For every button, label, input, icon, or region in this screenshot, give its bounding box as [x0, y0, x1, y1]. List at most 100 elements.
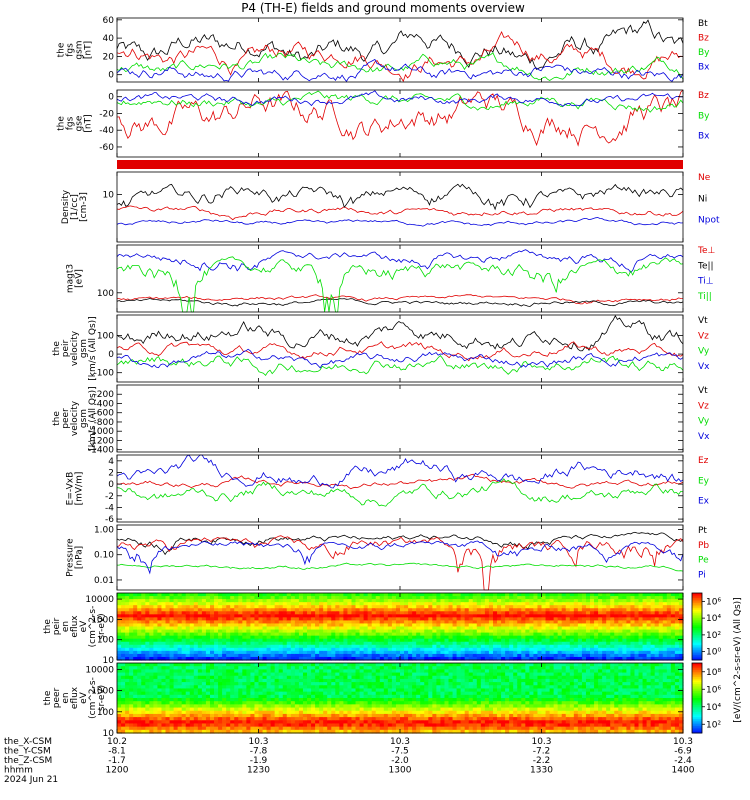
heatmap-cell: [412, 593, 417, 597]
heatmap-cell: [315, 707, 320, 712]
heatmap-cell: [209, 707, 215, 712]
heatmap-cell: [169, 685, 175, 690]
heatmap-cell: [250, 638, 256, 643]
heatmap-cell: [561, 599, 567, 603]
heatmap-cell: [294, 632, 300, 637]
y-axis-label: sr-eV): [97, 613, 107, 639]
heatmap-cell: [149, 656, 154, 661]
heatmap-cell: [294, 720, 300, 725]
heatmap-cell: [525, 629, 530, 634]
heatmap-cell: [642, 605, 648, 609]
heatmap-cell: [557, 638, 563, 643]
heatmap-cell: [230, 638, 235, 643]
heatmap-cell: [161, 675, 167, 680]
heatmap-cell: [266, 650, 272, 655]
heatmap-cell: [598, 593, 603, 597]
heatmap-cell: [432, 623, 437, 628]
heatmap-cell: [185, 656, 191, 661]
heatmap-cell: [193, 701, 199, 705]
heatmap-cell: [177, 623, 183, 628]
heatmap-cell: [432, 638, 437, 643]
heatmap-cell: [145, 729, 150, 734]
heatmap-cell: [436, 617, 442, 622]
heatmap-cell: [606, 611, 611, 615]
heatmap-cell: [606, 635, 611, 640]
heatmap-cell: [424, 641, 429, 646]
heatmap-cell: [367, 647, 373, 652]
heatmap-cell: [614, 608, 619, 612]
y-axis-label: gsm: [75, 40, 85, 59]
heatmap-cell: [209, 593, 215, 597]
heatmap-cell: [286, 626, 292, 631]
heatmap-cell: [254, 614, 260, 618]
heatmap-cell: [234, 723, 239, 728]
heatmap-cell: [129, 599, 134, 603]
legend-entry: Te⊥: [697, 246, 716, 256]
heatmap-cell: [521, 644, 526, 649]
heatmap-cell: [367, 638, 373, 643]
heatmap-cell: [270, 608, 276, 612]
heatmap-cell: [278, 685, 284, 690]
colorbar-segment: [692, 613, 702, 616]
heatmap-cell: [598, 641, 603, 646]
heatmap-cell: [169, 682, 175, 686]
heatmap-cell: [379, 614, 385, 618]
heatmap-cell: [189, 723, 195, 728]
heatmap-cell: [606, 644, 611, 649]
heatmap-cell: [165, 710, 171, 715]
heatmap-cell: [408, 635, 413, 640]
heatmap-cell: [250, 653, 256, 658]
heatmap-cell: [270, 710, 276, 715]
heatmap-cell: [258, 729, 264, 734]
heatmap-cell: [197, 720, 203, 725]
heatmap-cell: [319, 698, 324, 702]
heatmap-cell: [383, 726, 389, 731]
heatmap-cell: [674, 620, 680, 625]
heatmap-cell: [258, 632, 264, 637]
heatmap-cell: [347, 620, 353, 625]
heatmap-cell: [141, 701, 146, 705]
heatmap-cell: [387, 614, 393, 618]
heatmap-cell: [302, 599, 308, 603]
heatmap-cell: [602, 629, 607, 634]
heatmap-cell: [270, 723, 276, 728]
heatmap-cell: [383, 617, 389, 622]
heatmap-cell: [537, 647, 543, 652]
heatmap-cell: [674, 605, 680, 609]
heatmap-cell: [428, 632, 433, 637]
heatmap-cell: [141, 729, 146, 734]
heatmap-cell: [444, 617, 450, 622]
heatmap-cell: [274, 599, 280, 603]
heatmap-cell: [541, 632, 547, 637]
heatmap-cell: [266, 629, 272, 634]
y-axis-label: [km/s (All Qs)]: [88, 386, 98, 450]
heatmap-cell: [367, 669, 373, 674]
heatmap-cell: [367, 641, 373, 646]
heatmap-cell: [141, 632, 146, 637]
heatmap-cell: [387, 629, 393, 634]
heatmap-cell: [339, 653, 344, 658]
heatmap-cell: [331, 707, 336, 712]
heatmap-cell: [598, 653, 603, 658]
heatmap-cell: [654, 635, 660, 640]
heatmap-cell: [472, 653, 478, 658]
heatmap-cell: [226, 599, 231, 603]
heatmap-cell: [375, 626, 381, 631]
heatmap-cell: [517, 620, 522, 625]
heatmap-cell: [383, 605, 389, 609]
heatmap-cell: [424, 638, 429, 643]
heatmap-cell: [351, 614, 357, 618]
heatmap-cell: [484, 653, 490, 658]
y-tick-label: -60: [99, 143, 114, 153]
heatmap-cell: [125, 688, 130, 693]
heatmap-cell: [339, 626, 344, 631]
colorbar-segment: [692, 639, 702, 643]
heatmap-cell: [509, 623, 514, 628]
heatmap-cell: [250, 635, 256, 640]
heatmap-cell: [662, 614, 668, 618]
heatmap-cell: [395, 605, 401, 609]
heatmap-cell: [569, 629, 575, 634]
heatmap-cell: [278, 666, 284, 670]
heatmap-cell: [121, 717, 126, 721]
heatmap-cell: [298, 698, 304, 702]
